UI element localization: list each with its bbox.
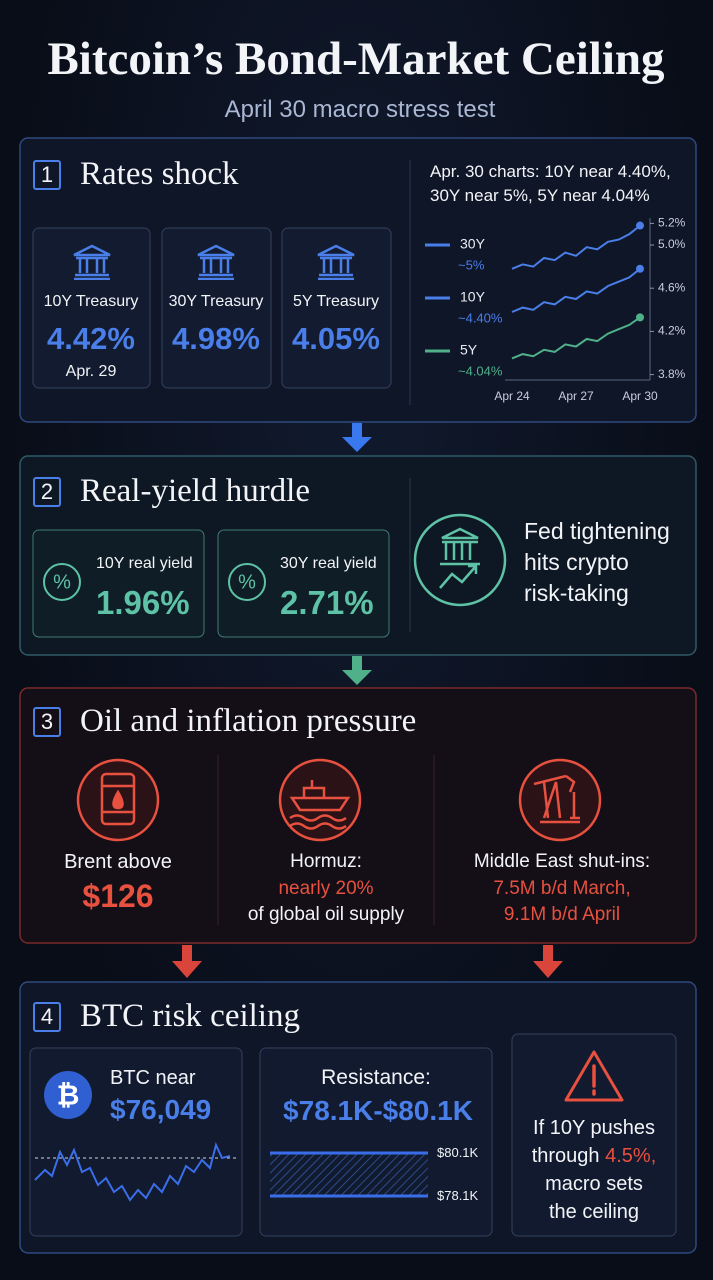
card <box>281 227 392 389</box>
resistance-label: Resistance: <box>321 1066 431 1089</box>
x-tick-label: Apr 24 <box>494 389 530 403</box>
fed-icon <box>413 513 507 607</box>
card <box>217 529 390 638</box>
card-value: 1.96% <box>96 584 190 621</box>
side-text: hits crypto <box>524 549 629 575</box>
arrow <box>342 656 372 685</box>
oil-icon <box>76 758 602 842</box>
fed-icon <box>439 527 480 589</box>
y-tick-label: 3.8% <box>658 367 686 381</box>
price-label: BTC near <box>110 1067 196 1089</box>
y-tick-label: 5.0% <box>658 237 686 251</box>
section-number: 3 <box>33 707 61 737</box>
series-line <box>511 268 641 313</box>
warning-line: through 4.5%, <box>532 1146 657 1166</box>
btc-sparkline <box>34 1142 231 1202</box>
section-title: Rates shock <box>80 156 239 192</box>
y-tick-label: 5.2% <box>658 216 686 230</box>
card-label: 10Y real yield <box>96 555 193 572</box>
percent-icon <box>43 563 81 601</box>
item-text: Middle East shut-ins: <box>473 851 651 872</box>
item-text: of global oil supply <box>247 904 405 925</box>
card-label: 30Y Treasury <box>168 293 264 310</box>
series-line <box>511 316 641 360</box>
section-title: Real-yield hurdle <box>80 473 311 509</box>
card-label: 30Y real yield <box>280 555 377 572</box>
section-title: Oil and inflation pressure <box>80 703 417 739</box>
section-number: 4 <box>33 1002 61 1032</box>
percent-icon: % <box>53 571 71 593</box>
subtitle: April 30 macro stress test <box>224 96 496 123</box>
arrow <box>172 945 202 978</box>
legend-label: 30Y <box>460 236 486 252</box>
legend-label: 10Y <box>460 289 486 305</box>
item-highlight: 9.1M b/d April <box>503 904 621 925</box>
title: Bitcoin’s Bond-Market Ceiling <box>47 33 665 85</box>
chart-note: Apr. 30 charts: 10Y near 4.40%, 30Y near… <box>430 162 671 205</box>
card-value: 4.42% <box>47 321 135 356</box>
legend-annotation: ~5% <box>458 257 485 272</box>
warning-text: macro sets <box>545 1173 643 1195</box>
card <box>32 227 151 389</box>
percent-icon: % <box>238 571 256 593</box>
card-value: 2.71% <box>280 584 374 621</box>
item-highlight: nearly 20% <box>278 878 374 899</box>
arrow <box>342 423 372 452</box>
card-label: 5Y Treasury <box>293 293 379 310</box>
section-title: BTC risk ceiling <box>80 998 300 1034</box>
btc-icon: ₿ <box>57 1079 80 1110</box>
level-label: $78.1K <box>437 1188 479 1203</box>
item-text: Hormuz: <box>290 851 362 872</box>
level-label: $80.1K <box>437 1145 479 1160</box>
card <box>32 529 205 638</box>
series-line <box>511 224 641 270</box>
resistance-band <box>270 1153 428 1196</box>
legend-label: 5Y <box>460 342 478 358</box>
warning-icon <box>564 1050 624 1102</box>
item-text: Brent above <box>64 851 172 873</box>
legend-annotation: ~4.40% <box>458 310 503 325</box>
item-highlight: 7.5M b/d March, <box>493 878 631 899</box>
legend-annotation: ~4.04% <box>458 363 503 378</box>
card-note: Apr. 29 <box>65 363 117 380</box>
warning-highlight: 4.5%, <box>605 1145 657 1167</box>
side-text: Fed tightening <box>524 518 670 544</box>
card <box>511 1033 677 1237</box>
arrow <box>533 945 563 978</box>
section-number: 2 <box>33 477 61 507</box>
end-point <box>636 221 644 230</box>
section-number: 1 <box>33 160 61 190</box>
percent-icon <box>228 563 266 601</box>
price: $76,049 <box>110 1094 212 1125</box>
x-tick-label: Apr 27 <box>558 389 594 403</box>
y-tick-label: 4.2% <box>658 324 686 338</box>
end-point <box>636 264 644 273</box>
card-label: 10Y Treasury <box>43 293 139 310</box>
card-value: 4.98% <box>172 321 260 356</box>
side-text: risk-taking <box>524 580 629 606</box>
y-tick-label: 4.6% <box>658 280 686 294</box>
btc-icon <box>44 1071 92 1119</box>
resistance-range: $78.1K-$80.1K <box>283 1095 473 1126</box>
warning-text: the ceiling <box>548 1201 640 1223</box>
card <box>161 227 272 389</box>
x-tick-label: Apr 30 <box>622 389 658 403</box>
warning-text: through <box>531 1145 600 1167</box>
end-point <box>636 313 644 322</box>
warning-text: If 10Y pushes <box>533 1117 655 1139</box>
item-highlight: $126 <box>82 878 154 914</box>
card-value: 4.05% <box>292 321 380 356</box>
